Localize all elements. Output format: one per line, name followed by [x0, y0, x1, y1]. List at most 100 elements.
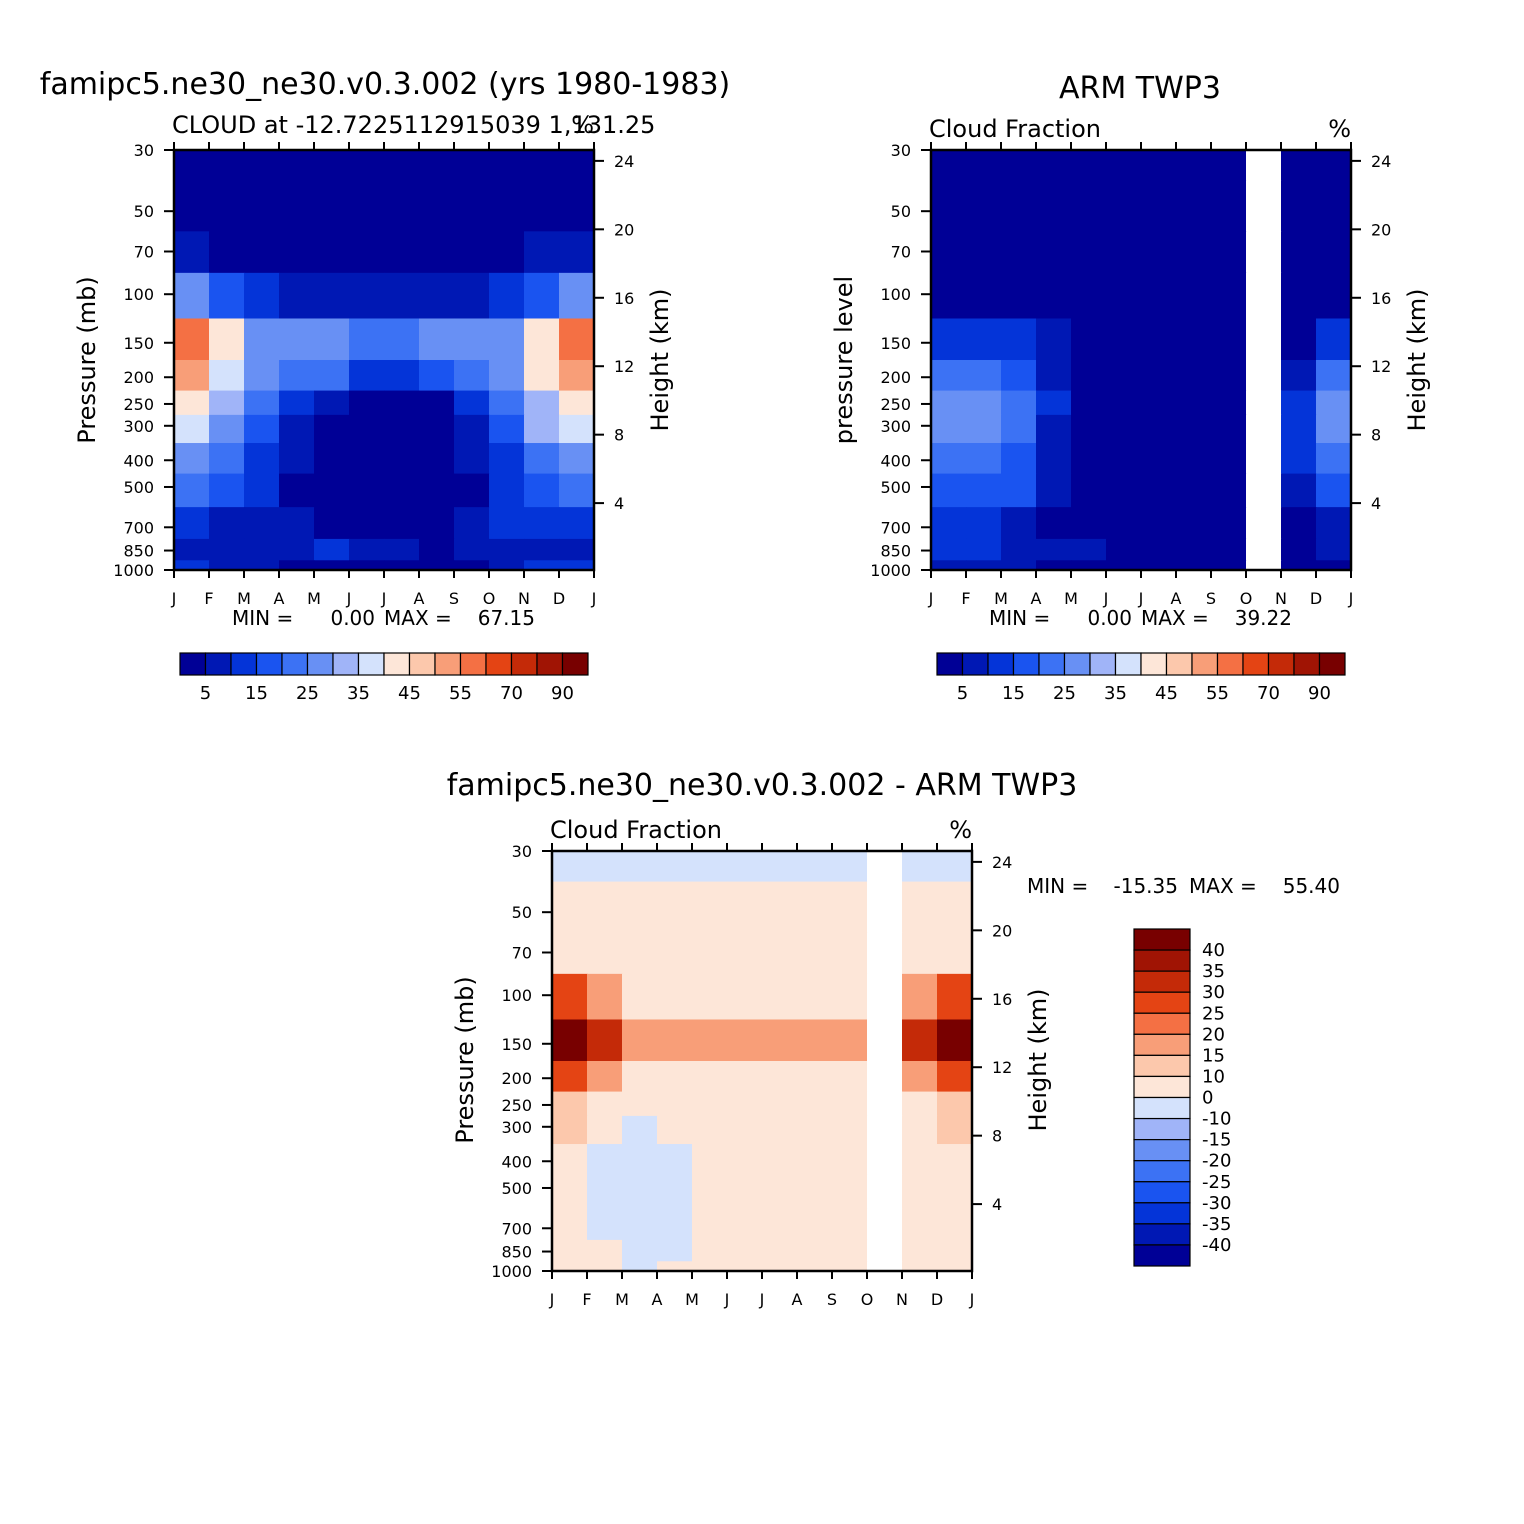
- x-tick-label: M: [1064, 589, 1078, 608]
- heatmap-cell: [966, 180, 1002, 232]
- heatmap-cell: [209, 560, 245, 571]
- heatmap-cell: [692, 932, 728, 975]
- y-tick-label: 250: [123, 395, 154, 414]
- heatmap-cell: [1141, 150, 1177, 182]
- y-tick-label: 700: [501, 1219, 532, 1238]
- y-tick-label: 300: [501, 1118, 532, 1137]
- heatmap-cell: [762, 851, 798, 883]
- heatmap-cell: [559, 360, 595, 392]
- heatmap-cell: [902, 1261, 938, 1272]
- heatmap-cell: [1001, 180, 1037, 232]
- heatmap-cell: [552, 1091, 588, 1117]
- heatmap-cell: [966, 443, 1002, 475]
- heatmap-cell: [1316, 414, 1352, 444]
- heatmap-cell: [1036, 473, 1072, 508]
- heatmap-cell: [1211, 538, 1247, 561]
- x-tick-label: A: [1171, 589, 1182, 608]
- heatmap-cell: [1176, 272, 1212, 320]
- units-label: %: [949, 816, 972, 844]
- y-right-tick-label: 24: [1371, 152, 1391, 171]
- heatmap-cell: [384, 538, 420, 561]
- heatmap-cell: [587, 1091, 623, 1117]
- heatmap-cell: [559, 318, 595, 361]
- heatmap-cell: [937, 1019, 973, 1062]
- heatmap-cell: [762, 1019, 798, 1062]
- heatmap-cell: [279, 390, 315, 416]
- heatmap-cell: [587, 1208, 623, 1241]
- heatmap-cell: [384, 231, 420, 274]
- heatmap-cell: [867, 1261, 903, 1272]
- heatmap-cell: [657, 1115, 693, 1145]
- min-value: 0.00: [330, 606, 375, 630]
- heatmap-cell: [174, 414, 210, 444]
- heatmap-cell: [174, 443, 210, 475]
- heatmap-cell: [454, 560, 490, 571]
- heatmap-cell: [349, 318, 385, 361]
- heatmap-cell: [1106, 150, 1142, 182]
- heatmap-cell: [174, 538, 210, 561]
- x-tick-label: M: [237, 589, 251, 608]
- heatmap-cell: [692, 1091, 728, 1117]
- heatmap-cell: [552, 973, 588, 1021]
- colorbar-swatch: [1089, 652, 1117, 676]
- heatmap-cell: [832, 881, 868, 933]
- heatmap-cell: [931, 360, 967, 392]
- y-tick-label: 400: [880, 451, 911, 470]
- y-right-tick-label: 20: [614, 220, 634, 239]
- heatmap-cell: [832, 1261, 868, 1272]
- heatmap-cell: [657, 1174, 693, 1209]
- y-axis-right-label: Height (km): [1403, 289, 1431, 432]
- heatmap-cell: [419, 473, 455, 508]
- heatmap-cell: [244, 390, 280, 416]
- min-label: MIN =: [1027, 874, 1088, 898]
- heatmap-cell: [1316, 443, 1352, 475]
- heatmap-cell: [552, 1174, 588, 1209]
- y-right-tick-label: 12: [992, 1058, 1012, 1077]
- panel-subtitle: Cloud Fraction: [550, 816, 722, 844]
- heatmap-cell: [524, 272, 560, 320]
- heatmap-cell: [692, 1144, 728, 1176]
- heatmap-cell: [797, 973, 833, 1021]
- heatmap-cell: [174, 231, 210, 274]
- heatmap-cell: [1246, 473, 1282, 508]
- heatmap-cell: [1281, 507, 1317, 540]
- heatmap-cell: [657, 851, 693, 883]
- heatmap-cell: [559, 180, 595, 232]
- colorbar-swatch: [1133, 1160, 1191, 1183]
- colorbar-label: 40: [1202, 940, 1225, 961]
- heatmap-cell: [524, 443, 560, 475]
- colorbar-label: 55: [449, 683, 472, 704]
- heatmap-cell: [489, 414, 525, 444]
- heatmap-cell: [552, 1115, 588, 1145]
- colorbar-swatch: [1216, 652, 1244, 676]
- heatmap-cell: [797, 881, 833, 933]
- colorbar-label: -40: [1202, 1235, 1231, 1256]
- heatmap-cell: [384, 507, 420, 540]
- heatmap-cell: [174, 180, 210, 232]
- x-tick-label: M: [994, 589, 1008, 608]
- heatmap-cell: [524, 150, 560, 182]
- heatmap-cell: [1176, 538, 1212, 561]
- heatmap-cell: [349, 180, 385, 232]
- heatmap-cell: [622, 851, 658, 883]
- heatmap-cell: [489, 318, 525, 361]
- heatmap-cell: [209, 538, 245, 561]
- heatmap-cell: [692, 1261, 728, 1272]
- heatmap-cell: [1106, 231, 1142, 274]
- x-tick-label: J: [1348, 589, 1354, 608]
- heatmap-cell: [622, 1239, 658, 1262]
- heatmap-cell: [867, 1239, 903, 1262]
- y-tick-label: 1000: [870, 561, 911, 580]
- heatmap-cell: [1106, 360, 1142, 392]
- heatmap-cell: [174, 473, 210, 508]
- colorbar-label: 15: [1202, 1045, 1225, 1066]
- heatmap-cell: [867, 1208, 903, 1241]
- x-tick-label: F: [582, 1290, 591, 1309]
- y-tick-label: 500: [501, 1179, 532, 1198]
- heatmap-cell: [314, 414, 350, 444]
- heatmap-cell: [524, 538, 560, 561]
- y-right-tick-label: 16: [614, 289, 634, 308]
- heatmap-cell: [559, 443, 595, 475]
- y-right-tick-label: 12: [614, 357, 634, 376]
- heatmap-cell: [244, 538, 280, 561]
